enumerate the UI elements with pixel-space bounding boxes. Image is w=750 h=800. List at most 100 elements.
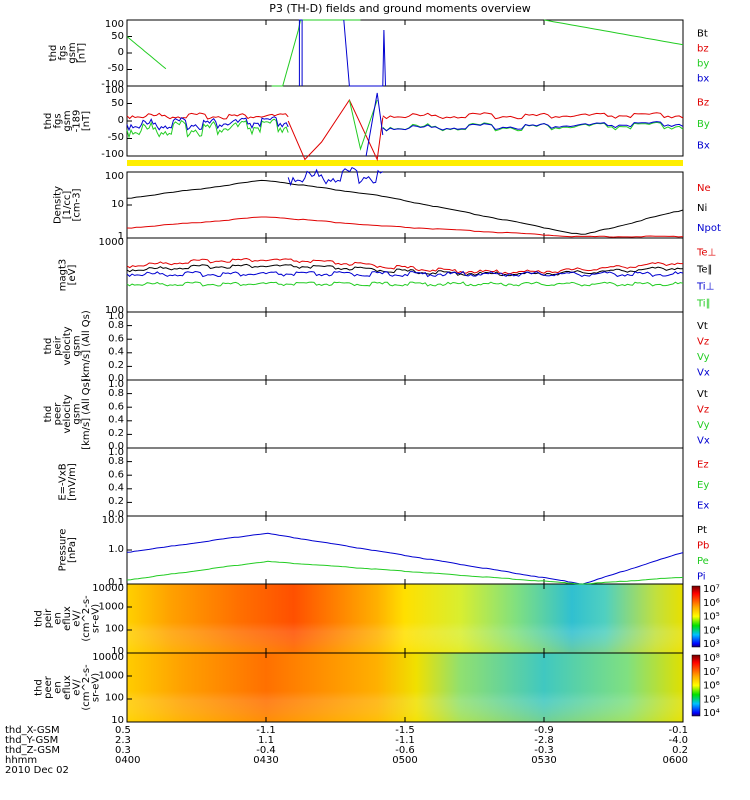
series-Bz [126, 112, 289, 120]
series-Bz-late [382, 112, 684, 120]
y-axis-label: peer [43, 675, 54, 699]
y-axis-label: thd [34, 610, 45, 627]
y-tick-label: 0.8 [108, 320, 124, 331]
y-tick-label: 1000 [99, 670, 124, 681]
legend-green: Pe [697, 556, 709, 567]
y-tick-label: 50 [111, 98, 124, 109]
y-axis-label: velocity [62, 326, 73, 365]
panel-frame [126, 379, 684, 449]
orbit-value: -0.1 [668, 725, 688, 736]
legend-red: Bz [697, 98, 709, 109]
legend-blue: Pi [697, 571, 706, 582]
legend-blue: Npot [697, 223, 721, 234]
y-axis-label: fgs [57, 45, 68, 60]
colorbar-peir_flux [691, 585, 701, 648]
y-axis-label: Pressure [57, 529, 68, 572]
y-axis-label: [1/cc] [62, 191, 73, 220]
y-tick-label: 0.8 [108, 456, 124, 467]
y-tick-label: 10 [111, 646, 124, 657]
y-axis-label: [nT] [76, 43, 87, 63]
y-tick-label: -100 [101, 149, 124, 160]
series-By [126, 118, 289, 139]
legend-black: Ni [697, 203, 707, 214]
colorbar-label: 10⁴ [703, 708, 720, 719]
panel-peer: 1.00.8 0.6 0.4 0.2 0.0 thdpeervelocitygsm[km/… [43, 378, 710, 452]
legend-blue: Ex [697, 501, 709, 512]
series-Ti-perp [126, 270, 684, 278]
orbit-value: -1.5 [395, 725, 415, 736]
y-axis-label: peer [53, 402, 64, 426]
y-axis-label: [eV] [67, 265, 78, 286]
orbit-value: 0600 [663, 755, 688, 766]
y-axis-label: eflux [62, 606, 73, 631]
legend-red: Ez [697, 459, 709, 470]
y-tick-label: -50 [108, 132, 124, 143]
y-tick-label: 1.0 [108, 544, 124, 555]
y-tick-label: 0.4 [108, 483, 124, 494]
y-tick-label: 0.1 [108, 577, 124, 588]
y-tick-label: 10 [111, 715, 124, 726]
y-axis-label: [cm-3] [72, 188, 83, 221]
y-axis-label: [nPa] [67, 537, 78, 563]
legend-red: Vz [697, 404, 709, 415]
panel-frame [126, 85, 684, 157]
y-tick-label: 1.0 [108, 311, 124, 322]
colorbar-label: 10⁵ [703, 612, 720, 623]
orbit-value: 0430 [253, 755, 278, 766]
legend-green: Ti∥ [696, 299, 711, 310]
legend-red: Pb [697, 540, 709, 551]
legend-green: By [697, 119, 710, 130]
legend-green: by [697, 59, 709, 70]
series-Te-par [126, 263, 684, 277]
panel-frame [126, 515, 684, 585]
y-axis-label: [nT] [81, 111, 92, 131]
orbit-value: 0530 [531, 755, 556, 766]
orbit-value: 1.1 [258, 735, 274, 746]
orbit-value: -0.3 [534, 745, 554, 756]
legend-red: Te⊥ [696, 248, 716, 259]
y-tick-label: 0.8 [108, 388, 124, 399]
y-axis-label: magt3 [57, 259, 68, 292]
chart-title: P3 (TH-D) fields and ground moments over… [269, 2, 531, 15]
panel-frame [126, 447, 684, 517]
y-tick-label: 10000 [92, 583, 124, 594]
y-tick-label: 0.2 [108, 496, 124, 507]
y-axis-label: gsm [62, 110, 73, 131]
series-Ne [126, 216, 684, 238]
y-axis-label: thd [48, 45, 59, 62]
series-Bx-late [382, 121, 684, 132]
legend-blue: Vx [697, 367, 710, 378]
colorbar-label: 10⁵ [703, 694, 720, 705]
y-axis-label: eflux [62, 675, 73, 700]
legend-green: Ey [697, 480, 709, 491]
y-axis-label: gsm [67, 42, 78, 63]
y-tick-label: 0.6 [108, 333, 124, 344]
series-Pi [126, 532, 684, 585]
y-axis-label: (cm^2-s- [81, 664, 92, 711]
y-tick-label: 0.4 [108, 347, 124, 358]
y-tick-label: 0.0 [108, 509, 124, 520]
y-tick-label: 0 [118, 115, 124, 126]
y-tick-label: 0 [118, 47, 124, 58]
series-Te-perp [126, 257, 683, 275]
y-tick-label: -50 [108, 63, 124, 74]
y-tick-label: 0.0 [108, 373, 124, 384]
y-tick-label: 10.0 [102, 515, 124, 526]
y-tick-label: 100 [105, 85, 124, 96]
series-By-late [382, 121, 684, 132]
y-axis-label: thd [43, 406, 54, 423]
colorbar-label: 10⁷ [703, 584, 720, 595]
y-axis-label: thd [43, 338, 54, 355]
series-Ni [126, 179, 684, 235]
legend-blue: Ti⊥ [696, 282, 714, 293]
y-axis-label: peir [43, 608, 54, 628]
colorbar-label: 10⁸ [703, 653, 720, 664]
panel-frame [126, 171, 684, 239]
y-axis-label: en [53, 612, 64, 625]
series-Ti-par [126, 281, 684, 287]
y-tick-label: -100 [101, 79, 124, 90]
orbit-value: 2.3 [115, 735, 131, 746]
